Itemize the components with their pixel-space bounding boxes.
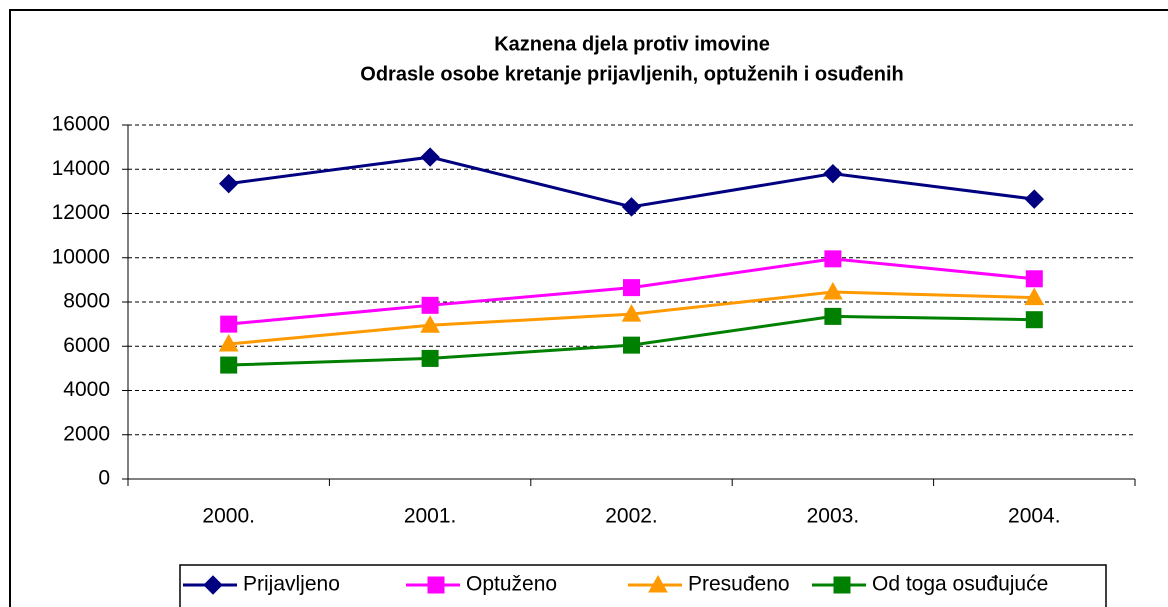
marker bbox=[648, 574, 668, 593]
x-tick-label: 2000. bbox=[202, 505, 255, 528]
marker bbox=[1025, 311, 1043, 329]
x-tick-label: 2004. bbox=[1008, 505, 1061, 528]
y-tick-label: 6000 bbox=[63, 334, 110, 357]
marker bbox=[427, 576, 445, 594]
y-tick-label: 0 bbox=[98, 467, 110, 490]
marker bbox=[220, 315, 238, 333]
marker bbox=[420, 315, 440, 333]
marker bbox=[621, 304, 642, 322]
marker bbox=[218, 334, 239, 352]
legend-label: Optuženo bbox=[466, 573, 557, 596]
y-tick-label: 8000 bbox=[63, 290, 110, 313]
marker bbox=[833, 576, 851, 594]
marker bbox=[421, 349, 439, 367]
y-tick-label: 4000 bbox=[63, 378, 110, 401]
marker bbox=[621, 197, 642, 217]
marker bbox=[203, 575, 223, 595]
x-tick-label: 2003. bbox=[807, 505, 860, 528]
marker bbox=[220, 356, 238, 374]
marker bbox=[824, 250, 842, 268]
marker bbox=[1024, 287, 1045, 306]
y-tick-label: 2000 bbox=[63, 422, 110, 445]
marker bbox=[823, 282, 843, 300]
marker bbox=[420, 147, 440, 167]
marker bbox=[623, 336, 640, 354]
legend-label: Prijavljeno bbox=[243, 573, 340, 596]
legend-label: Od toga osuđujuće bbox=[872, 573, 1048, 596]
y-tick-label: 10000 bbox=[52, 245, 110, 268]
marker bbox=[623, 279, 640, 297]
marker bbox=[1024, 189, 1045, 209]
marker bbox=[1025, 270, 1043, 288]
y-tick-label: 12000 bbox=[52, 201, 110, 224]
chart-border bbox=[9, 9, 1168, 607]
marker bbox=[421, 296, 439, 314]
x-tick-label: 2001. bbox=[404, 505, 457, 528]
marker bbox=[218, 173, 239, 194]
marker bbox=[823, 163, 843, 184]
marker bbox=[824, 307, 842, 325]
legend-label: Presuđeno bbox=[688, 573, 790, 596]
y-tick-label: 14000 bbox=[52, 157, 110, 180]
y-tick-label: 16000 bbox=[52, 113, 110, 136]
x-tick-label: 2002. bbox=[605, 505, 658, 528]
chart-title: Kaznena djela protiv imovine bbox=[494, 33, 770, 55]
chart-subtitle: Odrasle osobe kretanje prijavljenih, opt… bbox=[360, 63, 903, 85]
